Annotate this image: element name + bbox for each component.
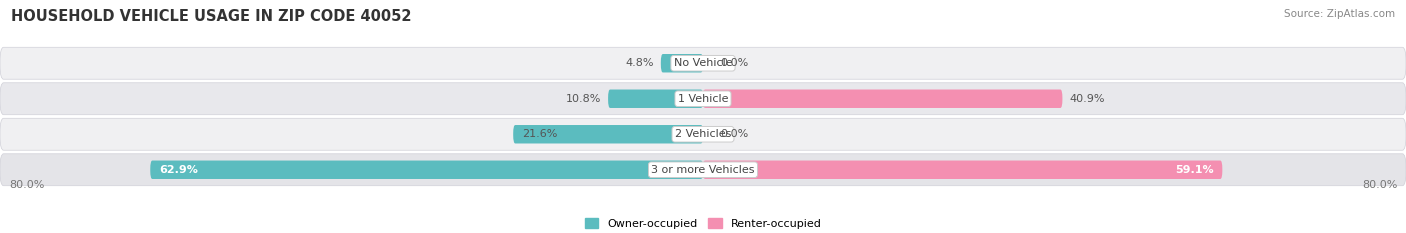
FancyBboxPatch shape <box>703 89 1063 108</box>
FancyBboxPatch shape <box>0 118 1406 150</box>
Text: 4.8%: 4.8% <box>626 58 654 68</box>
Text: 10.8%: 10.8% <box>565 94 602 104</box>
Text: 59.1%: 59.1% <box>1175 165 1213 175</box>
Text: 0.0%: 0.0% <box>721 129 749 139</box>
FancyBboxPatch shape <box>0 83 1406 115</box>
FancyBboxPatch shape <box>609 89 703 108</box>
FancyBboxPatch shape <box>661 54 703 72</box>
Text: 1 Vehicle: 1 Vehicle <box>678 94 728 104</box>
FancyBboxPatch shape <box>0 154 1406 186</box>
Text: 2 Vehicles: 2 Vehicles <box>675 129 731 139</box>
Text: 40.9%: 40.9% <box>1070 94 1105 104</box>
FancyBboxPatch shape <box>150 161 703 179</box>
Text: HOUSEHOLD VEHICLE USAGE IN ZIP CODE 40052: HOUSEHOLD VEHICLE USAGE IN ZIP CODE 4005… <box>11 9 412 24</box>
FancyBboxPatch shape <box>703 161 1222 179</box>
FancyBboxPatch shape <box>0 47 1406 79</box>
Text: Source: ZipAtlas.com: Source: ZipAtlas.com <box>1284 9 1395 19</box>
Text: 3 or more Vehicles: 3 or more Vehicles <box>651 165 755 175</box>
Text: 21.6%: 21.6% <box>522 129 557 139</box>
Text: 80.0%: 80.0% <box>1362 180 1398 190</box>
Text: 80.0%: 80.0% <box>8 180 44 190</box>
FancyBboxPatch shape <box>513 125 703 144</box>
Text: 62.9%: 62.9% <box>159 165 198 175</box>
Legend: Owner-occupied, Renter-occupied: Owner-occupied, Renter-occupied <box>581 214 825 233</box>
Text: 0.0%: 0.0% <box>721 58 749 68</box>
Text: No Vehicle: No Vehicle <box>673 58 733 68</box>
